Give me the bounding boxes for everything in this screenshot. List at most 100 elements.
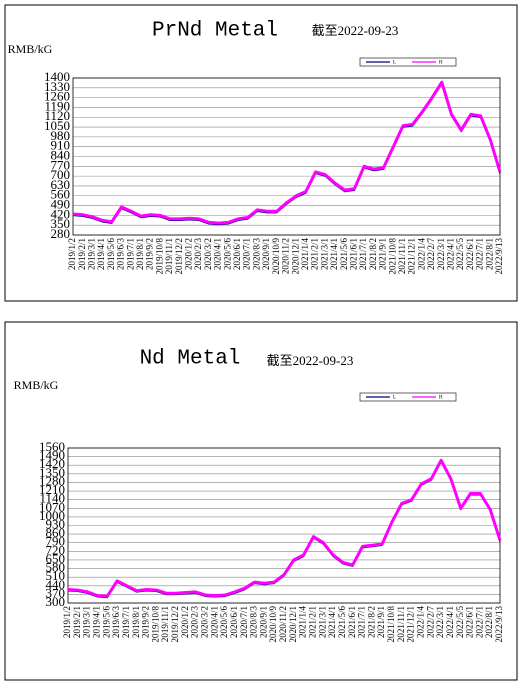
x-tick-label: 2020/10/9 — [271, 238, 281, 275]
y-tick-label: 1050 — [44, 118, 70, 133]
y-tick-label: 490 — [51, 197, 71, 212]
x-tick-label: 2021/9/1 — [378, 238, 388, 270]
x-tick-label: 2019/11/1 — [164, 238, 174, 274]
legend-box — [359, 392, 457, 402]
x-tick-label: 2022/2/7 — [426, 238, 436, 271]
y-tick-label: 1140 — [39, 491, 65, 506]
x-tick-label: 2019/3/1 — [86, 238, 96, 270]
y-tick-label: 510 — [46, 568, 66, 583]
x-tick-label: 2021/3/1 — [319, 238, 329, 270]
x-tick-label: 2021/11/1 — [397, 238, 407, 274]
x-tick-label: 2021/8/2 — [366, 606, 376, 638]
y-tick-label: 700 — [51, 167, 71, 182]
x-tick-label: 2022/4/1 — [445, 606, 455, 638]
x-tick-label: 2019/4/1 — [92, 606, 102, 638]
x-tick-label: 2022/5/5 — [455, 606, 465, 639]
y-tick-label: 1400 — [44, 69, 70, 84]
x-tick-label: 2019/5/6 — [106, 238, 116, 271]
y-tick-label: 1210 — [39, 482, 65, 497]
y-tick-label: 1190 — [44, 98, 70, 113]
y-tick-label: 440 — [46, 577, 66, 592]
y-tick-label: 1490 — [39, 448, 65, 463]
x-tick-label: 2020/1/2 — [184, 238, 194, 270]
x-tick-label: 2020/9/1 — [258, 606, 268, 638]
x-tick-label: 2019/12/2 — [170, 606, 180, 643]
x-tick-label: 2021/8/2 — [368, 238, 378, 270]
y-tick-label: 280 — [51, 226, 71, 241]
x-tick-label: 2019/1/2 — [67, 238, 77, 270]
x-tick-label: 2022/7/1 — [475, 238, 485, 270]
legend-label: H — [439, 396, 443, 401]
y-tick-label: 420 — [51, 206, 71, 221]
x-tick-label: 2022/2/7 — [425, 606, 435, 639]
x-tick-label: 2019/2/1 — [72, 606, 82, 638]
x-tick-label: 2020/10/9 — [268, 606, 278, 643]
legend-box — [359, 57, 457, 67]
x-tick-label: 2021/6/1 — [347, 606, 357, 638]
y-tick-label: 840 — [51, 147, 71, 162]
y-tick-label: 580 — [46, 560, 66, 575]
x-tick-label: 2021/2/1 — [310, 238, 320, 270]
x-tick-label: 2020/12/1 — [288, 606, 298, 643]
x-tick-label: 2022/6/1 — [465, 606, 475, 638]
x-tick-label: 2021/5/6 — [337, 606, 347, 639]
x-tick-label: 2021/10/8 — [386, 606, 396, 643]
y-tick-label: 1330 — [44, 79, 70, 94]
x-tick-label: 2021/11/1 — [396, 606, 406, 642]
plot-frame — [72, 77, 501, 236]
x-tick-label: 2022/9/13 — [494, 606, 504, 643]
y-tick-label: 1000 — [39, 508, 65, 523]
x-tick-label: 2020/5/6 — [219, 606, 229, 639]
x-tick-label: 2020/6/1 — [229, 606, 239, 638]
x-tick-label: 2019/11/1 — [160, 606, 170, 642]
x-tick-label: 2022/3/1 — [435, 606, 445, 638]
x-tick-label: 2020/1/2 — [180, 606, 190, 638]
x-tick-label: 2020/4/1 — [213, 238, 223, 270]
x-tick-label: 2021/1/4 — [300, 238, 310, 271]
x-tick-label: 2021/9/1 — [376, 606, 386, 638]
x-tick-label: 2019/8/1 — [131, 606, 141, 638]
x-tick-label: 2021/7/1 — [358, 238, 368, 270]
chart-panel — [4, 4, 518, 302]
x-tick-label: 2020/8/3 — [249, 606, 259, 639]
x-tick-label: 2020/12/1 — [290, 238, 300, 275]
x-tick-label: 2019/7/1 — [125, 238, 135, 270]
y-tick-label: 370 — [46, 585, 66, 600]
x-tick-label: 2020/4/1 — [209, 606, 219, 638]
x-tick-label: 2020/8/3 — [251, 238, 261, 271]
y-tick-label: 1280 — [39, 473, 65, 488]
legend-label: L — [393, 61, 396, 66]
x-tick-label: 2020/7/1 — [242, 238, 252, 270]
y-tick-label: 560 — [51, 187, 71, 202]
y-tick-label: 910 — [51, 138, 71, 153]
x-tick-label: 2020/7/1 — [239, 606, 249, 638]
x-tick-label: 2021/1/4 — [298, 606, 308, 639]
y-tick-label: 720 — [46, 542, 66, 557]
x-tick-label: 2019/1/2 — [62, 606, 72, 638]
x-tick-label: 2019/7/1 — [121, 606, 131, 638]
x-tick-label: 2021/3/1 — [317, 606, 327, 638]
x-tick-label: 2022/3/1 — [436, 238, 446, 270]
chart-subtitle: 截至2022-09-23 — [267, 353, 354, 368]
x-tick-label: 2021/5/6 — [339, 238, 349, 271]
y-tick-label: 1560 — [39, 439, 65, 454]
x-tick-label: 2020/6/1 — [232, 238, 242, 270]
x-tick-label: 2020/3/2 — [200, 606, 210, 638]
x-tick-label: 2022/6/1 — [465, 238, 475, 270]
x-tick-label: 2019/4/1 — [96, 238, 106, 270]
x-tick-label: 2020/3/2 — [203, 238, 213, 270]
y-tick-label: 1350 — [39, 465, 65, 480]
x-tick-label: 2021/6/1 — [348, 238, 358, 270]
plot-frame — [67, 447, 501, 604]
y-tick-label: 350 — [51, 216, 71, 231]
x-tick-label: 2022/4/1 — [446, 238, 456, 270]
x-tick-label: 2021/4/1 — [329, 238, 339, 270]
y-tick-label: 630 — [51, 177, 71, 192]
x-tick-label: 2022/8/1 — [484, 606, 494, 638]
x-tick-label: 2020/2/3 — [190, 606, 200, 639]
x-tick-label: 2022/9/13 — [494, 238, 504, 275]
y-tick-label: 860 — [46, 525, 66, 540]
x-tick-label: 2019/2/1 — [77, 238, 87, 270]
y-tick-label: 300 — [46, 594, 66, 609]
